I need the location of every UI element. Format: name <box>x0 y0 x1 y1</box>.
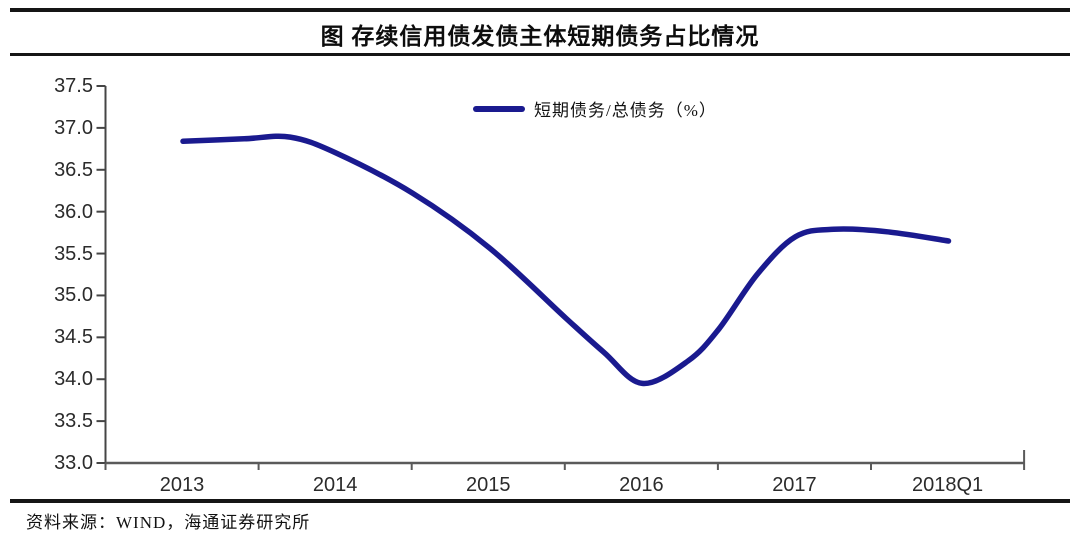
plot-area: 37.5 37.0 36.5 36.0 35.5 35.0 34.5 34.0 33.5 33.0… <box>0 58 1080 498</box>
y-tick-label: 33.5 <box>54 410 93 433</box>
source-note: 资料来源：WIND，海通证券研究所 <box>26 513 311 532</box>
title-divider <box>10 53 1070 56</box>
series-line-path <box>180 133 952 387</box>
x-tick-label: 2016 <box>619 474 664 496</box>
y-tick-label: 33.0 <box>54 452 93 474</box>
top-divider <box>10 8 1070 12</box>
x-tick-label: 2018Q1 <box>911 474 984 496</box>
y-tick-label: 34.0 <box>54 368 93 391</box>
y-tick-label: 36.5 <box>54 158 93 181</box>
line-chart <box>96 85 1026 470</box>
bottom-divider <box>10 499 1070 503</box>
y-tick-label: 37.0 <box>54 116 93 139</box>
legend-line-icon <box>473 105 525 112</box>
y-tick-label: 37.5 <box>54 75 93 97</box>
x-tick-label: 2017 <box>772 474 817 496</box>
y-tick-label: 35.0 <box>54 284 93 307</box>
legend: 短期债务/总债务（%） <box>473 96 717 121</box>
x-tick-label: 2014 <box>312 474 358 496</box>
x-tick-label: 2015 <box>466 474 511 496</box>
legend-label: 短期债务/总债务（%） <box>534 101 717 120</box>
y-tick-label: 35.5 <box>54 242 93 265</box>
y-tick-label: 34.5 <box>54 326 93 349</box>
chart-title: 图 存续信用债发债主体短期债务占比情况 <box>320 24 760 49</box>
y-tick-label: 36.0 <box>54 200 93 223</box>
x-tick-label: 2013 <box>159 474 205 496</box>
